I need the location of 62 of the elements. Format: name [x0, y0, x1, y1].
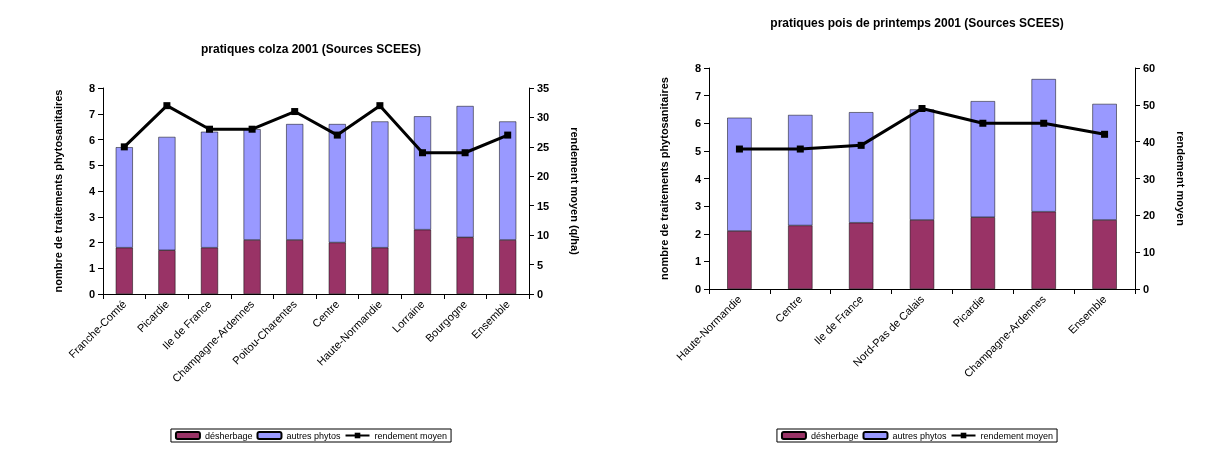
point [1040, 119, 1048, 127]
y-tick-label: 0 [88, 288, 95, 300]
y2-tick-label: 25 [537, 140, 550, 153]
y-tick-label: 4 [88, 185, 96, 197]
y-axis-title: nombre de traitements phytosanitaires [657, 77, 670, 280]
point [735, 145, 743, 153]
y-tick-label: 5 [88, 159, 95, 172]
y-tick-label: 5 [694, 144, 701, 157]
legend-label: désherbage [204, 430, 253, 441]
y2-tick-label: 5 [537, 258, 544, 271]
point [376, 102, 384, 110]
y-tick-label: 8 [88, 82, 95, 94]
point [857, 141, 865, 149]
point [248, 125, 256, 133]
y-tick-label: 4 [694, 172, 702, 185]
y-tick-label: 6 [694, 117, 701, 130]
y-tick-label: 1 [694, 255, 701, 268]
y2-tick-label: 10 [1143, 246, 1156, 259]
y2-tick-label: 50 [1143, 98, 1156, 111]
y2-tick-label: 10 [537, 229, 550, 242]
legend-label: rendement moyen [980, 430, 1054, 441]
point [979, 119, 987, 127]
y-tick-label: 6 [88, 133, 95, 146]
y2-axis-title: rendement moyen [1174, 131, 1187, 227]
point [206, 125, 213, 133]
y2-axis-title: rendement moyen (q/ha) [568, 127, 581, 256]
y2-tick-label: 30 [537, 111, 550, 124]
y2-tick-label: 60 [1143, 62, 1156, 74]
y2-tick-label: 0 [1143, 283, 1150, 295]
y-tick-label: 8 [694, 62, 701, 74]
legend-label: autres phytos [892, 430, 948, 441]
legend-label: autres phytos [286, 430, 342, 441]
y2-tick-label: 20 [1143, 209, 1156, 222]
point [291, 108, 299, 116]
legend-label: désherbage [810, 430, 859, 441]
point [419, 149, 426, 157]
y2-tick-label: 35 [537, 82, 550, 94]
y-tick-label: 0 [694, 283, 701, 295]
y2-tick-label: 20 [537, 170, 550, 183]
y-tick-label: 7 [88, 107, 95, 120]
y-tick-label: 1 [88, 262, 95, 275]
legend-label: rendement moyen [374, 430, 448, 441]
point [918, 105, 926, 113]
y2-tick-label: 0 [537, 288, 544, 300]
y-tick-label: 2 [88, 236, 95, 249]
y2-tick-label: 40 [1143, 135, 1156, 148]
point [504, 131, 512, 139]
point [120, 143, 128, 151]
chart-title: pratiques colza 2001 (Sources SCEES) [200, 42, 422, 56]
y-tick-label: 7 [694, 89, 701, 102]
y-tick-label: 3 [88, 210, 95, 223]
point [796, 145, 804, 153]
chart-title: pratiques pois de printemps 2001 (Sources SCEES) [770, 16, 1064, 30]
point [461, 149, 469, 157]
y2-tick-label: 30 [1143, 172, 1156, 185]
point [1101, 130, 1109, 138]
y-axis-title: nombre de traitements phytosanitaires [51, 89, 64, 293]
point [333, 131, 341, 139]
y-tick-label: 3 [694, 200, 701, 213]
point [163, 102, 171, 110]
y-tick-label: 2 [694, 227, 701, 240]
y2-tick-label: 15 [537, 199, 550, 212]
